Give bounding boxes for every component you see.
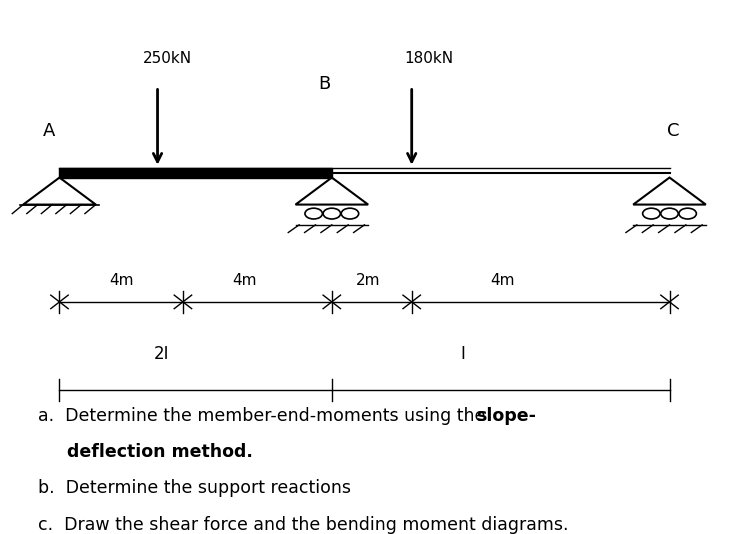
Text: deflection method.: deflection method.	[67, 443, 253, 461]
Text: 2I: 2I	[153, 345, 169, 363]
Text: 4m: 4m	[490, 273, 515, 288]
Text: a.  Determine the member-end-moments using the: a. Determine the member-end-moments usin…	[38, 407, 491, 425]
Text: 4m: 4m	[109, 273, 133, 288]
Text: 250kN: 250kN	[143, 51, 192, 66]
Text: C: C	[667, 122, 679, 140]
Text: b.  Determine the support reactions: b. Determine the support reactions	[38, 480, 351, 497]
Text: slope-: slope-	[476, 407, 537, 425]
Text: 180kN: 180kN	[405, 51, 453, 66]
Text: 4m: 4m	[233, 273, 257, 288]
Text: B: B	[319, 75, 331, 93]
Text: I: I	[460, 345, 465, 363]
Text: c.  Draw the shear force and the bending moment diagrams.: c. Draw the shear force and the bending …	[38, 516, 568, 533]
Text: 2m: 2m	[356, 273, 381, 288]
Text: A: A	[42, 122, 55, 140]
